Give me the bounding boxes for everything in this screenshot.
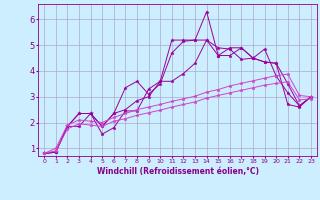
X-axis label: Windchill (Refroidissement éolien,°C): Windchill (Refroidissement éolien,°C) [97,167,259,176]
